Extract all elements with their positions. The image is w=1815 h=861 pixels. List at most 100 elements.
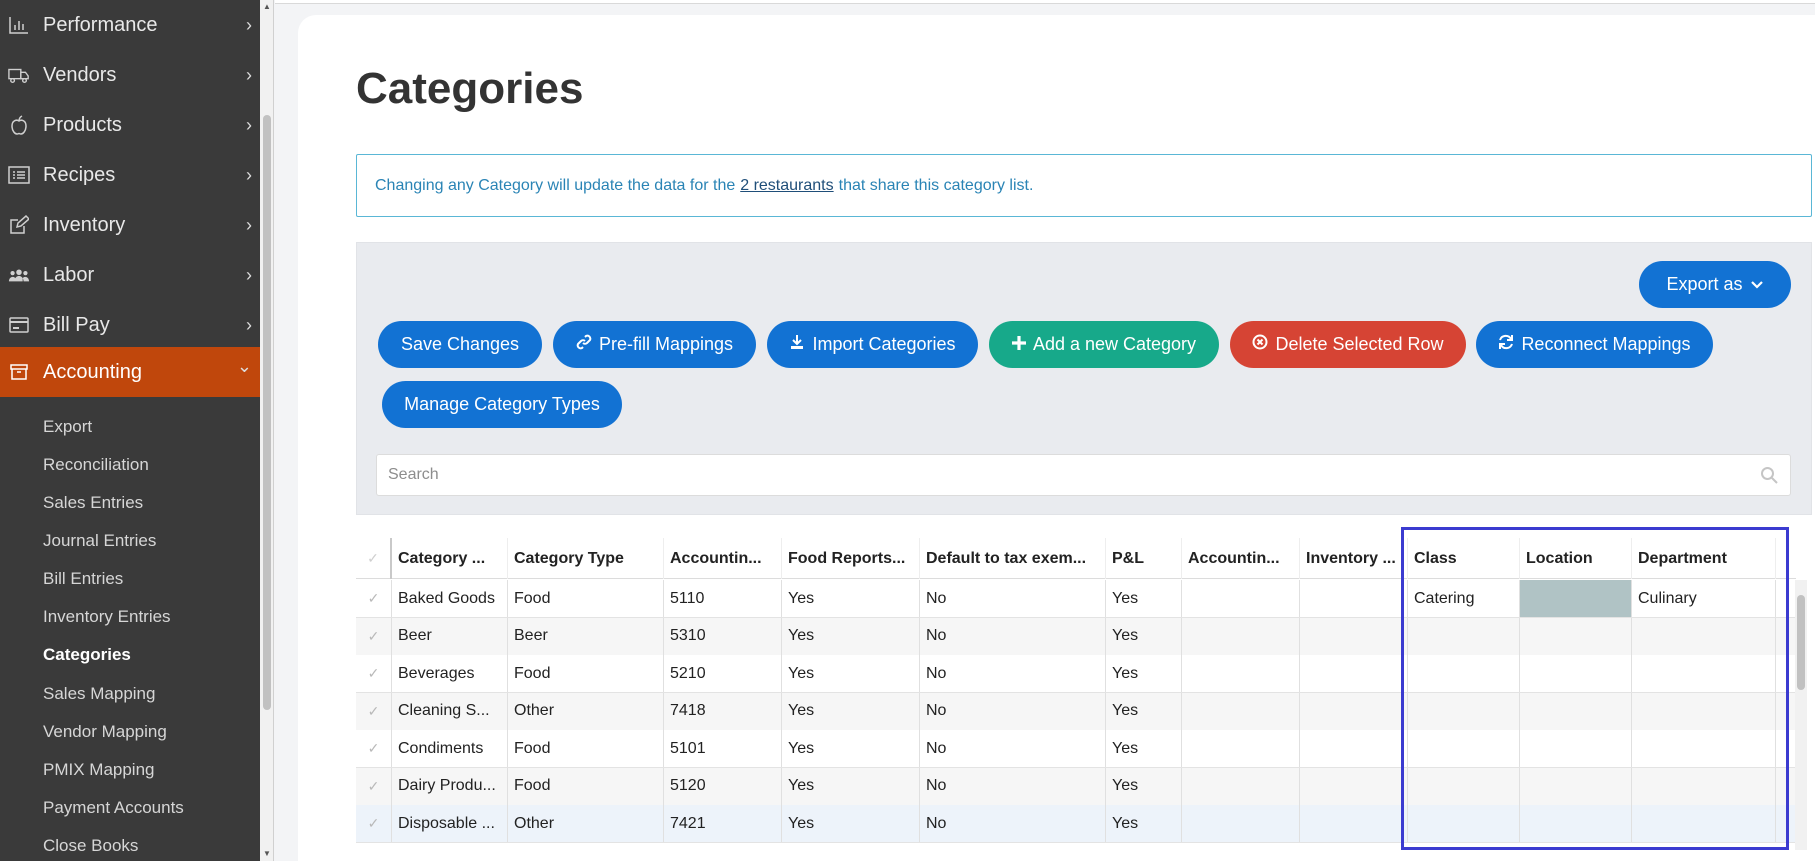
table-cell[interactable]: [1408, 730, 1520, 767]
table-cell[interactable]: [1632, 617, 1776, 655]
sidebar-subitem-vendor-mapping[interactable]: Vendor Mapping: [43, 722, 167, 741]
sidebar-item-labor[interactable]: Labor ›: [0, 250, 260, 300]
table-row[interactable]: ✓ Dairy Produ... Food 5120 Yes No Yes: [356, 767, 1796, 806]
check-icon[interactable]: ✓: [356, 805, 392, 842]
column-header[interactable]: Location: [1520, 538, 1632, 579]
table-cell[interactable]: Other: [508, 692, 664, 730]
table-cell[interactable]: Food: [508, 767, 664, 805]
table-cell[interactable]: [1408, 655, 1520, 692]
table-cell[interactable]: No: [920, 617, 1106, 655]
table-cell[interactable]: Food: [508, 730, 664, 767]
table-row[interactable]: ✓ Beverages Food 5210 Yes No Yes: [356, 655, 1796, 693]
scroll-up-icon[interactable]: ▲: [263, 2, 271, 11]
sidebar-subitem-pmix-mapping[interactable]: PMIX Mapping: [43, 760, 155, 779]
table-cell[interactable]: Baked Goods: [392, 580, 508, 617]
check-icon[interactable]: ✓: [356, 767, 392, 805]
table-cell[interactable]: [1520, 805, 1632, 842]
sidebar-subitem-reconciliation[interactable]: Reconciliation: [43, 455, 149, 474]
table-cell[interactable]: [1408, 767, 1520, 805]
table-cell[interactable]: Other: [508, 805, 664, 842]
export-as-button[interactable]: Export as: [1639, 261, 1791, 308]
sidebar-subitem-inventory-entries[interactable]: Inventory Entries: [43, 607, 171, 626]
sidebar-scrollbar[interactable]: ▲ ▼: [260, 0, 274, 861]
table-cell[interactable]: [1182, 730, 1300, 767]
table-cell[interactable]: [1520, 655, 1632, 692]
table-cell[interactable]: Yes: [1106, 580, 1182, 617]
scrollbar-thumb[interactable]: [1797, 595, 1805, 690]
sidebar-subitem-journal-entries[interactable]: Journal Entries: [43, 531, 157, 550]
table-cell[interactable]: [1408, 805, 1520, 842]
table-cell[interactable]: Yes: [782, 617, 920, 655]
grid-vertical-scrollbar[interactable]: [1795, 580, 1807, 850]
table-cell[interactable]: [1520, 580, 1632, 617]
table-cell[interactable]: [1300, 580, 1408, 617]
table-cell[interactable]: Beverages: [392, 655, 508, 692]
column-header[interactable]: Default to tax exem...: [920, 538, 1106, 579]
table-cell[interactable]: [1632, 730, 1776, 767]
table-cell[interactable]: Beer: [508, 617, 664, 655]
sidebar-item-recipes[interactable]: Recipes ›: [0, 150, 260, 200]
sidebar-subitem-bill-entries[interactable]: Bill Entries: [43, 569, 124, 588]
import-categories-button[interactable]: Import Categories: [767, 321, 978, 368]
table-cell[interactable]: 5110: [664, 580, 782, 617]
table-cell[interactable]: Yes: [1106, 805, 1182, 842]
table-cell[interactable]: Yes: [782, 730, 920, 767]
sidebar-subitem-close-books[interactable]: Close Books: [43, 836, 139, 855]
save-changes-button[interactable]: Save Changes: [378, 321, 542, 368]
table-cell[interactable]: No: [920, 805, 1106, 842]
table-cell[interactable]: Yes: [1106, 730, 1182, 767]
table-cell[interactable]: [1300, 805, 1408, 842]
check-icon[interactable]: ✓: [356, 538, 392, 579]
check-icon[interactable]: ✓: [356, 730, 392, 767]
delete-row-button[interactable]: Delete Selected Row: [1230, 321, 1466, 368]
sidebar-subitem-export[interactable]: Export: [43, 417, 93, 436]
table-cell[interactable]: [1300, 655, 1408, 692]
search-input[interactable]: Search: [376, 454, 1791, 496]
table-cell[interactable]: Yes: [782, 692, 920, 730]
column-header[interactable]: P&L: [1106, 538, 1182, 579]
table-cell[interactable]: No: [920, 730, 1106, 767]
search-icon[interactable]: [1760, 466, 1778, 489]
table-cell[interactable]: [1182, 805, 1300, 842]
column-header[interactable]: Department: [1632, 538, 1776, 579]
column-header[interactable]: Food Reports...: [782, 538, 920, 579]
column-header[interactable]: Category ...: [392, 538, 508, 579]
table-cell[interactable]: Yes: [1106, 655, 1182, 692]
table-cell[interactable]: Food: [508, 655, 664, 692]
table-cell[interactable]: 5210: [664, 655, 782, 692]
table-cell[interactable]: [1632, 767, 1776, 805]
sidebar-subitem-categories[interactable]: Categories: [43, 645, 131, 664]
manage-category-types-button[interactable]: Manage Category Types: [382, 381, 622, 428]
reconnect-mappings-button[interactable]: Reconnect Mappings: [1476, 321, 1713, 368]
table-cell[interactable]: Yes: [1106, 692, 1182, 730]
table-cell[interactable]: Yes: [782, 655, 920, 692]
check-icon[interactable]: ✓: [356, 617, 392, 655]
sidebar-item-vendors[interactable]: Vendors ›: [0, 50, 260, 100]
table-cell[interactable]: Yes: [1106, 617, 1182, 655]
table-cell[interactable]: [1520, 692, 1632, 730]
table-cell[interactable]: 5120: [664, 767, 782, 805]
table-cell[interactable]: [1300, 692, 1408, 730]
table-row[interactable]: ✓ Beer Beer 5310 Yes No Yes: [356, 617, 1796, 656]
check-icon[interactable]: ✓: [356, 655, 392, 692]
table-cell[interactable]: Food: [508, 580, 664, 617]
table-cell[interactable]: [1300, 730, 1408, 767]
sidebar-item-bill-pay[interactable]: Bill Pay ›: [0, 300, 260, 350]
table-cell[interactable]: [1632, 655, 1776, 692]
table-cell[interactable]: [1408, 692, 1520, 730]
table-cell[interactable]: Yes: [782, 805, 920, 842]
sidebar-subitem-sales-entries[interactable]: Sales Entries: [43, 493, 144, 512]
table-cell[interactable]: Cleaning S...: [392, 692, 508, 730]
sidebar-item-accounting[interactable]: Accounting ⌄: [0, 347, 260, 397]
table-cell[interactable]: No: [920, 655, 1106, 692]
table-row[interactable]: ✓ Baked Goods Food 5110 Yes No Yes Catering Culi…: [356, 580, 1796, 618]
table-cell[interactable]: [1182, 767, 1300, 805]
table-cell[interactable]: [1520, 617, 1632, 655]
table-cell[interactable]: Culinary: [1632, 580, 1776, 617]
table-cell[interactable]: 5101: [664, 730, 782, 767]
column-header[interactable]: Accountin...: [1182, 538, 1300, 579]
table-cell[interactable]: [1408, 617, 1520, 655]
table-cell[interactable]: [1520, 767, 1632, 805]
table-cell[interactable]: 7418: [664, 692, 782, 730]
table-cell[interactable]: [1182, 617, 1300, 655]
